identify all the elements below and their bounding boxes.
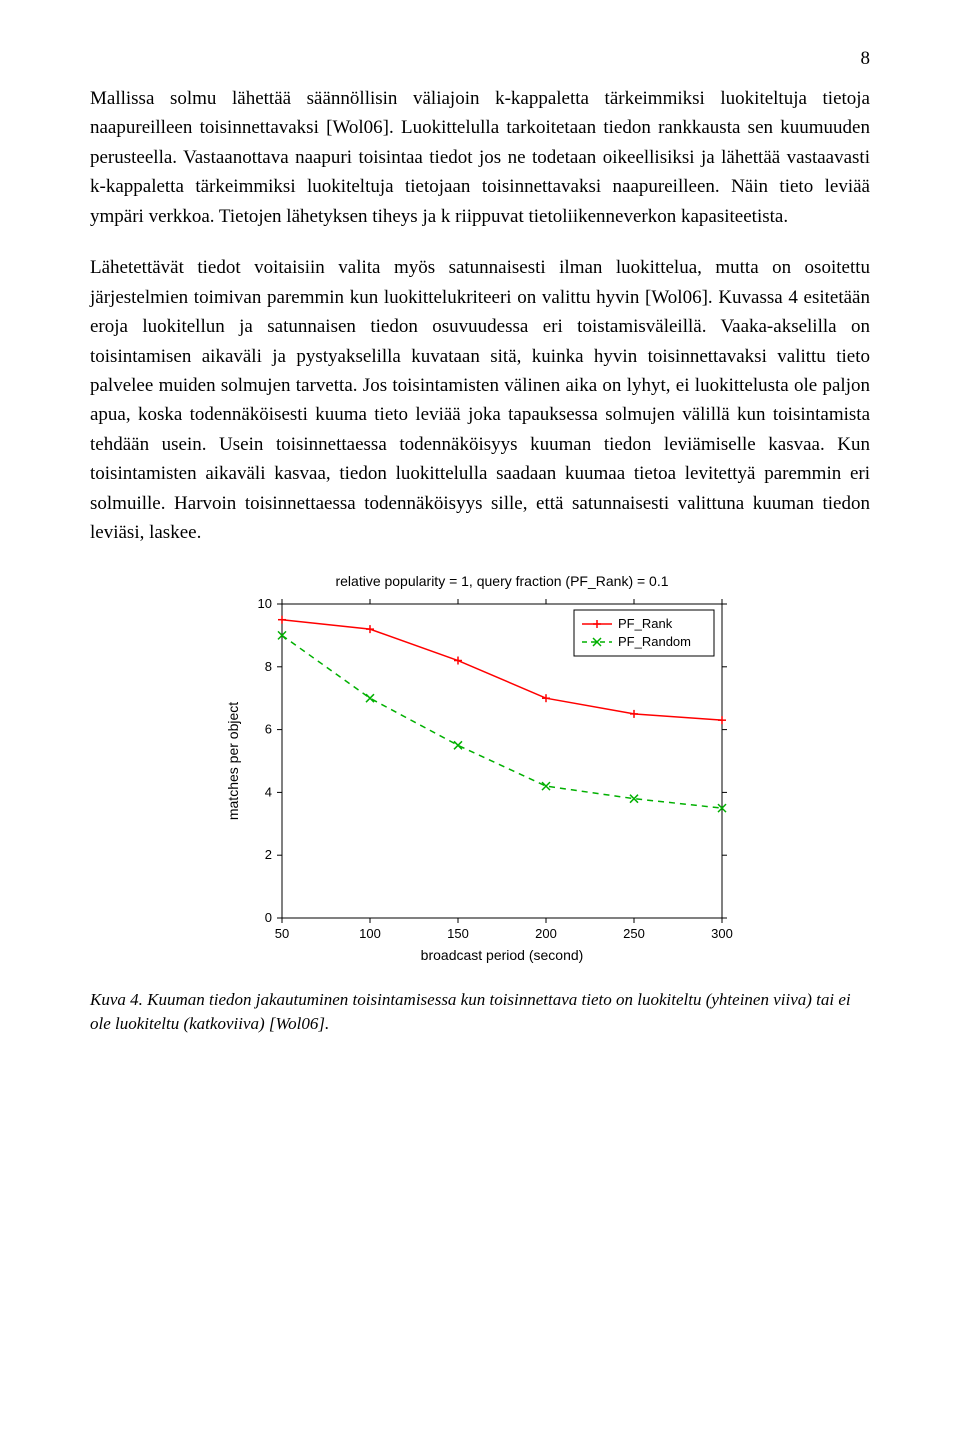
page-number: 8 xyxy=(861,48,871,70)
svg-text:2: 2 xyxy=(265,847,272,862)
chart-svg: 0 2 4 6 8 10 50 100 150 200 250 300 relative popular… xyxy=(220,570,740,970)
svg-text:150: 150 xyxy=(447,926,469,941)
svg-text:6: 6 xyxy=(265,721,272,736)
svg-text:0: 0 xyxy=(265,910,272,925)
paragraph-1: Mallissa solmu lähettää säännöllisin väl… xyxy=(90,84,870,231)
svg-text:PF_Random: PF_Random xyxy=(618,634,691,649)
svg-text:broadcast period (second): broadcast period (second) xyxy=(421,947,584,963)
svg-text:matches per object: matches per object xyxy=(225,701,241,819)
chart-figure: 0 2 4 6 8 10 50 100 150 200 250 300 relative popular… xyxy=(220,570,740,970)
svg-text:200: 200 xyxy=(535,926,557,941)
svg-text:50: 50 xyxy=(275,926,289,941)
document-page: 8 Mallissa solmu lähettää säännöllisin v… xyxy=(0,0,960,1097)
figure-caption: Kuva 4. Kuuman tiedon jakautuminen toisi… xyxy=(90,988,870,1037)
body-text: Mallissa solmu lähettää säännöllisin väl… xyxy=(90,84,870,548)
svg-text:100: 100 xyxy=(359,926,381,941)
svg-text:4: 4 xyxy=(265,784,272,799)
svg-text:8: 8 xyxy=(265,658,272,673)
svg-text:300: 300 xyxy=(711,926,733,941)
svg-text:PF_Rank: PF_Rank xyxy=(618,616,673,631)
svg-text:relative popularity = 1, query: relative popularity = 1, query fraction … xyxy=(335,573,668,589)
svg-text:10: 10 xyxy=(258,596,272,611)
paragraph-2: Lähetettävät tiedot voitaisiin valita my… xyxy=(90,253,870,547)
svg-text:250: 250 xyxy=(623,926,645,941)
